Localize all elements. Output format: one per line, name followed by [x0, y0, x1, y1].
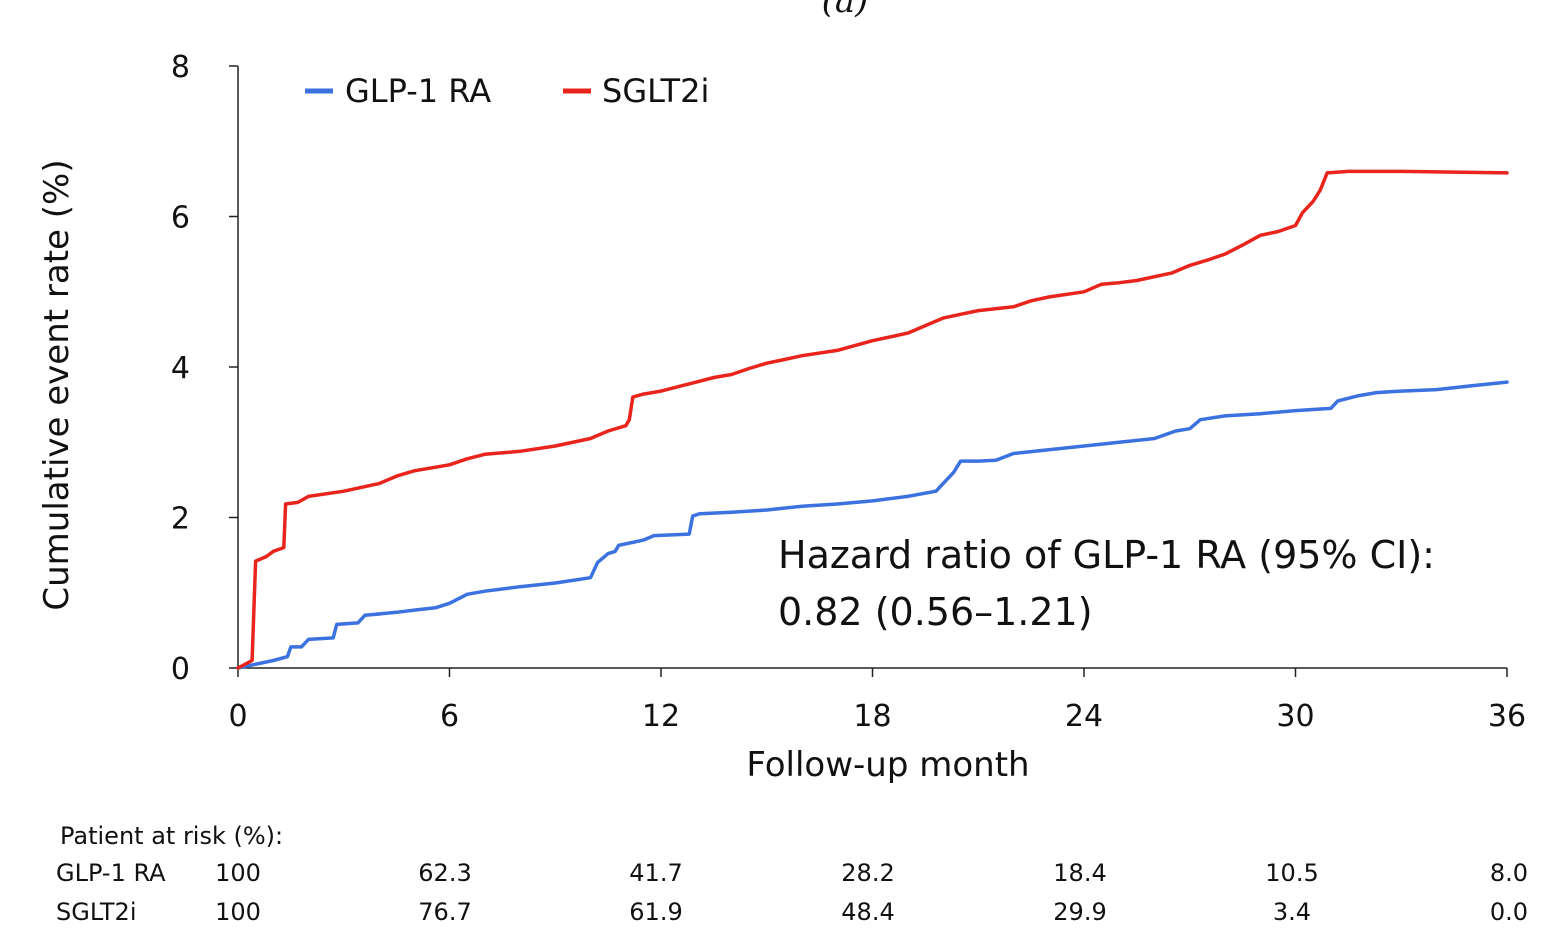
risk-row-label-glp1: GLP-1 RA: [56, 859, 166, 887]
x-tick-label: 0: [228, 699, 247, 734]
y-axis-title: Cumulative event rate (%): [37, 159, 77, 610]
x-tick-label: 12: [642, 699, 680, 734]
hazard-ratio-line-1: Hazard ratio of GLP-1 RA (95% CI):: [778, 533, 1435, 577]
x-tick-label: 30: [1276, 699, 1314, 734]
x-tick-label: 36: [1488, 699, 1526, 734]
risk-value-glp1: 28.2: [841, 859, 894, 887]
x-tick-label: 18: [853, 699, 891, 734]
series-line-sglt2i: [236, 169, 1509, 670]
legend: GLP-1 RA SGLT2i: [305, 72, 709, 110]
y-tick-label: 2: [171, 502, 190, 537]
risk-value-sglt2i: 100: [215, 898, 261, 926]
y-tick-label: 8: [171, 50, 190, 85]
hazard-ratio-line-2: 0.82 (0.56–1.21): [778, 590, 1093, 634]
series-line-glp1: [236, 380, 1509, 670]
risk-table-title: Patient at risk (%):: [60, 822, 283, 850]
y-tick-label: 4: [171, 351, 190, 386]
legend-label-glp1: GLP-1 RA: [345, 72, 491, 110]
risk-values: 100 62.3 41.7 28.2 18.4 10.5 8.0 100 76.7 61.9 48.…: [215, 859, 1528, 926]
risk-value-glp1: 100: [215, 859, 261, 887]
risk-value-sglt2i: 29.9: [1053, 898, 1106, 926]
risk-value-sglt2i: 3.4: [1273, 898, 1311, 926]
risk-value-glp1: 8.0: [1490, 859, 1528, 887]
risk-value-sglt2i: 0.0: [1490, 898, 1528, 926]
x-axis-title: Follow-up month: [746, 745, 1029, 785]
x-tick-label: 24: [1065, 699, 1103, 734]
risk-value-glp1: 10.5: [1265, 859, 1318, 887]
x-tick-label: 6: [440, 699, 459, 734]
series-lines: [236, 169, 1509, 670]
risk-value-glp1: 41.7: [629, 859, 682, 887]
risk-value-sglt2i: 61.9: [629, 898, 682, 926]
y-tick-label: 0: [171, 652, 190, 687]
y-tick-label: 6: [171, 201, 190, 236]
risk-value-sglt2i: 76.7: [418, 898, 471, 926]
hazard-ratio-annotation: Hazard ratio of GLP-1 RA (95% CI): 0.82 …: [778, 533, 1435, 634]
risk-row-label-sglt2i: SGLT2i: [56, 898, 137, 926]
risk-value-glp1: 18.4: [1053, 859, 1106, 887]
risk-value-glp1: 62.3: [418, 859, 471, 887]
risk-value-sglt2i: 48.4: [841, 898, 894, 926]
legend-label-sglt2i: SGLT2i: [602, 72, 709, 110]
risk-table: Patient at risk (%): GLP-1 RA SGLT2i 100…: [56, 822, 1528, 926]
panel-label: (a): [822, 0, 869, 21]
